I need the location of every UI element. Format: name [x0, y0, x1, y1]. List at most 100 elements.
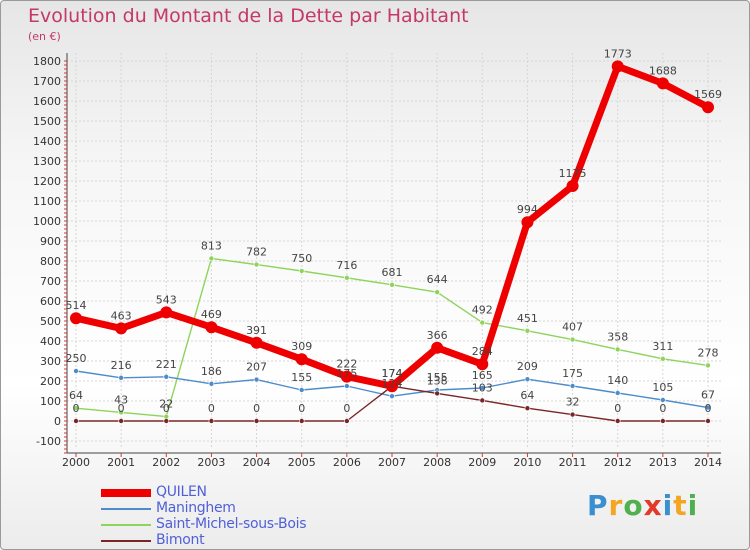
- data-point-saint-michel-sous-bois: [344, 274, 350, 281]
- x-tick-label: 2001: [107, 456, 135, 469]
- x-tick-label: 2009: [468, 456, 496, 469]
- x-tick-label: 2012: [604, 456, 632, 469]
- data-label-bimont: 0: [253, 402, 260, 415]
- data-point-maninghem: [208, 380, 215, 387]
- data-label-maninghem: 155: [427, 371, 448, 384]
- data-label-quilen: 366: [427, 329, 448, 342]
- legend-label: Bimont: [156, 532, 205, 548]
- data-label-maninghem: 124: [382, 377, 403, 390]
- data-label-quilen: 1773: [604, 47, 632, 60]
- y-tick-label: 1300: [33, 155, 61, 168]
- y-tick-label: 1100: [33, 195, 61, 208]
- data-point-quilen: [250, 336, 263, 349]
- data-label-quilen: 391: [246, 324, 267, 337]
- y-tick-label: 1500: [33, 115, 61, 128]
- data-point-quilen: [521, 216, 534, 229]
- x-tick-label: 2014: [694, 456, 722, 469]
- data-point-bimont: [479, 397, 486, 404]
- data-point-bimont: [569, 411, 576, 418]
- data-label-bimont: 174: [382, 367, 403, 380]
- data-point-quilen: [611, 60, 624, 73]
- data-label-saint-michel-sous-bois: 43: [114, 393, 128, 406]
- data-point-saint-michel-sous-bois: [524, 327, 531, 334]
- data-point-saint-michel-sous-bois: [569, 336, 576, 343]
- x-tick-label: 2003: [197, 456, 225, 469]
- data-label-quilen: 469: [201, 308, 222, 321]
- data-label-saint-michel-sous-bois: 492: [472, 304, 493, 317]
- data-point-quilen: [431, 341, 444, 354]
- x-tick-label: 2005: [288, 456, 316, 469]
- x-tick-label: 2002: [152, 456, 180, 469]
- y-tick-label: 400: [40, 335, 61, 348]
- data-label-quilen: 1688: [649, 64, 677, 77]
- data-point-bimont: [73, 418, 79, 424]
- data-label-bimont: 103: [472, 381, 493, 394]
- data-point-quilen: [70, 312, 82, 325]
- y-tick-label: 100: [40, 395, 61, 408]
- legend-swatch: [101, 489, 151, 497]
- y-tick-label: 1600: [33, 95, 61, 108]
- data-label-bimont: 0: [343, 402, 350, 415]
- data-point-saint-michel-sous-bois: [253, 261, 260, 268]
- data-point-quilen: [340, 370, 353, 383]
- data-label-bimont: 0: [614, 402, 621, 415]
- x-tick-label: 2010: [513, 456, 541, 469]
- data-label-quilen: 514: [66, 299, 87, 312]
- data-point-bimont: [118, 418, 124, 424]
- data-label-saint-michel-sous-bois: 813: [201, 239, 222, 252]
- data-point-quilen: [295, 353, 308, 366]
- data-point-saint-michel-sous-bois: [434, 289, 440, 296]
- data-point-maninghem: [163, 373, 170, 380]
- data-label-bimont: 0: [163, 402, 170, 415]
- data-point-saint-michel-sous-bois: [298, 268, 305, 274]
- data-point-bimont: [344, 418, 350, 424]
- x-tick-label: 2008: [423, 456, 451, 469]
- data-point-quilen: [476, 358, 489, 371]
- data-point-bimont: [524, 405, 531, 412]
- data-point-saint-michel-sous-bois: [389, 281, 395, 288]
- data-point-maninghem: [705, 404, 711, 411]
- chart-unit: (en €): [28, 30, 61, 43]
- y-tick-label: 1400: [33, 135, 61, 148]
- data-label-bimont: 138: [427, 374, 448, 387]
- y-tick-label: 0: [54, 415, 61, 428]
- data-label-maninghem: 175: [562, 367, 583, 380]
- data-point-quilen: [115, 322, 128, 335]
- data-label-bimont: 0: [73, 402, 80, 415]
- y-tick-label: -100: [36, 435, 61, 448]
- y-tick-label: 600: [40, 295, 61, 308]
- y-tick-label: 800: [40, 255, 61, 268]
- data-label-saint-michel-sous-bois: 644: [427, 273, 448, 286]
- data-point-bimont: [434, 390, 440, 397]
- data-label-maninghem: 209: [517, 360, 538, 373]
- y-tick-label: 500: [40, 315, 61, 328]
- data-label-maninghem: 216: [111, 359, 132, 372]
- data-label-quilen: 463: [111, 309, 132, 322]
- data-label-saint-michel-sous-bois: 278: [698, 346, 719, 359]
- data-label-bimont: 0: [298, 402, 305, 415]
- data-label-bimont: 0: [705, 402, 712, 415]
- data-point-bimont: [705, 418, 711, 424]
- data-label-saint-michel-sous-bois: 407: [562, 321, 583, 334]
- data-point-quilen: [205, 321, 218, 334]
- data-point-maninghem: [660, 397, 666, 403]
- data-point-maninghem: [389, 393, 395, 400]
- data-label-quilen: 1569: [694, 88, 722, 101]
- data-point-bimont: [163, 418, 170, 424]
- legend-swatch: [101, 540, 151, 542]
- data-point-saint-michel-sous-bois: [705, 362, 711, 369]
- data-point-bimont: [208, 418, 215, 424]
- data-label-quilen: 222: [336, 358, 357, 371]
- x-tick-label: 2000: [62, 456, 90, 469]
- data-label-saint-michel-sous-bois: 750: [291, 252, 312, 265]
- data-point-saint-michel-sous-bois: [73, 405, 79, 412]
- legend-label: QUILEN: [156, 484, 207, 500]
- x-tick-label: 2007: [378, 456, 406, 469]
- data-point-bimont: [298, 418, 305, 424]
- y-tick-label: 1000: [33, 215, 61, 228]
- data-point-maninghem: [524, 376, 531, 383]
- data-point-maninghem: [344, 383, 350, 389]
- data-label-maninghem: 67: [701, 389, 715, 402]
- data-label-maninghem: 175: [336, 367, 357, 380]
